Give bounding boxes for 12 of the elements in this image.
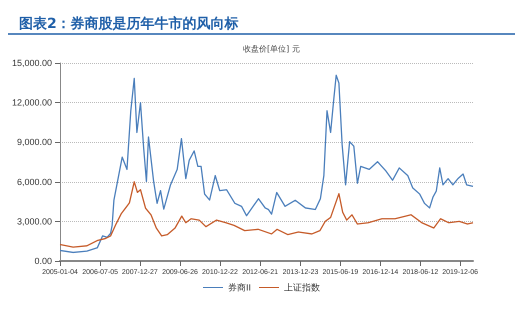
- line-series: [59, 74, 474, 254]
- y-axis-title: 收盘价[单位] 元: [243, 44, 300, 54]
- chart-title: 图表2：券商股是历年牛市的风向标: [19, 15, 239, 32]
- y-tick-label: 0.00: [34, 256, 52, 266]
- y-tick-label: 12,000.00: [12, 98, 52, 108]
- y-tick-label: 15,000.00: [12, 58, 52, 68]
- legend-label: 上证指数: [284, 282, 320, 292]
- y-tick-label: 9,000.00: [16, 137, 52, 148]
- y-tick-label: 3,000.00: [16, 216, 52, 226]
- legend-label: 券商II: [228, 282, 252, 292]
- line-series: [59, 181, 474, 248]
- y-tick-label: 6,000.00: [16, 176, 52, 187]
